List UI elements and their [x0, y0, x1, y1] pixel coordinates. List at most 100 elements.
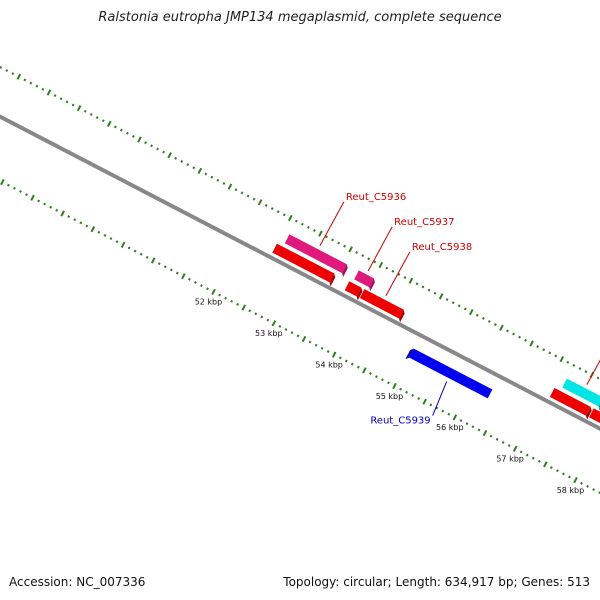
tick-mark	[240, 191, 244, 195]
tick-mark	[308, 340, 312, 344]
gene-feature-a[interactable]	[272, 243, 336, 287]
tick-mark	[331, 351, 337, 358]
gene-label: Reut_C5937	[394, 217, 454, 228]
tick-mark	[487, 320, 491, 323]
tick-mark	[392, 382, 397, 390]
genome-backbone	[0, 114, 600, 431]
tick-mark	[373, 260, 377, 264]
tick-mark	[206, 287, 209, 291]
tick-mark	[338, 356, 342, 360]
tick-mark	[252, 197, 256, 201]
tick-mark	[197, 167, 203, 175]
tick-mark	[375, 375, 378, 379]
tick-mark	[157, 262, 161, 266]
tick-mark	[385, 266, 389, 270]
label-leader	[367, 226, 393, 272]
tick-mark	[246, 194, 250, 198]
tick-mark	[367, 257, 371, 261]
tick-mark	[294, 219, 298, 223]
tick-mark	[507, 444, 511, 448]
tick-mark	[113, 125, 117, 129]
gene-Reut_C5937[interactable]	[354, 270, 375, 292]
tick-mark	[0, 65, 3, 69]
tick-mark	[65, 100, 69, 104]
tick-mark	[429, 403, 433, 407]
tick-mark	[566, 360, 570, 364]
gene-feature-b[interactable]	[344, 281, 363, 301]
tick-mark	[59, 97, 63, 101]
tick-mark	[459, 419, 463, 422]
tick-mark	[276, 210, 280, 214]
tick-mark	[186, 163, 190, 167]
tick-mark	[405, 390, 408, 394]
tick-mark	[260, 315, 264, 319]
tick-mark	[369, 372, 372, 375]
gene-Reut_C5938[interactable]	[359, 289, 405, 323]
tick-mark	[344, 359, 348, 363]
tick-mark	[126, 131, 129, 135]
tick-mark	[568, 475, 571, 479]
tick-mark	[387, 381, 390, 385]
inner-tick-track	[0, 178, 600, 495]
tick-mark	[362, 367, 367, 374]
tick-mark	[408, 277, 414, 284]
tick-mark	[101, 119, 105, 123]
tick-mark	[73, 218, 77, 222]
tick-mark	[469, 308, 474, 316]
tick-mark	[378, 261, 384, 269]
tick-mark	[399, 387, 402, 391]
tick-mark	[83, 109, 87, 113]
tick-mark	[23, 78, 27, 82]
tick-mark	[200, 284, 203, 288]
map-title: Ralstonia eutropha JMP134 megaplasmid, c…	[98, 10, 502, 25]
tick-mark	[222, 182, 226, 185]
tick-mark	[499, 324, 504, 331]
gene-feature-c[interactable]	[549, 388, 592, 420]
tick-mark	[325, 235, 328, 239]
scale-label: 54 kbp	[315, 360, 343, 369]
tick-mark	[572, 363, 576, 367]
tick-mark	[519, 450, 523, 454]
tick-mark	[433, 291, 437, 295]
tick-mark	[224, 296, 227, 300]
tick-mark	[43, 202, 47, 206]
tick-mark	[13, 186, 16, 190]
tick-mark	[381, 378, 384, 382]
tick-mark	[278, 324, 282, 328]
tick-mark	[592, 488, 596, 491]
tick-mark	[457, 304, 461, 308]
gene-Reut_C5941[interactable]	[589, 408, 600, 458]
tick-mark	[543, 461, 548, 468]
footer-accession: Accession: NC_007336	[9, 575, 146, 589]
tick-mark	[452, 414, 458, 421]
tick-mark	[445, 298, 449, 301]
tick-mark	[120, 241, 126, 248]
tick-mark	[271, 320, 277, 327]
tick-mark	[584, 370, 588, 374]
tick-mark	[284, 328, 288, 331]
tick-mark	[586, 484, 589, 488]
tick-mark	[79, 221, 83, 225]
tick-mark	[241, 304, 246, 311]
gene-label: Reut_C5938	[412, 242, 472, 253]
tick-mark	[60, 210, 65, 217]
tick-mark	[97, 230, 101, 234]
gene-Reut_C5936[interactable]	[284, 234, 348, 277]
tick-mark	[90, 226, 96, 233]
tick-mark	[300, 222, 304, 226]
tick-mark	[133, 249, 137, 253]
tick-mark	[194, 281, 197, 284]
tick-mark	[512, 445, 518, 452]
gene-labels: Reut_C5936 Reut_C5937 Reut_C5938 Reut_C5939…	[319, 192, 600, 427]
tick-mark	[326, 350, 330, 353]
tick-mark	[438, 293, 444, 300]
tick-mark	[301, 335, 307, 343]
tick-mark	[230, 299, 234, 303]
tick-mark	[288, 214, 293, 222]
tick-mark	[16, 73, 22, 80]
tick-mark	[314, 343, 318, 347]
tick-mark	[435, 406, 439, 410]
tick-mark	[355, 251, 359, 254]
gene-Reut_C5939[interactable]	[405, 348, 493, 399]
